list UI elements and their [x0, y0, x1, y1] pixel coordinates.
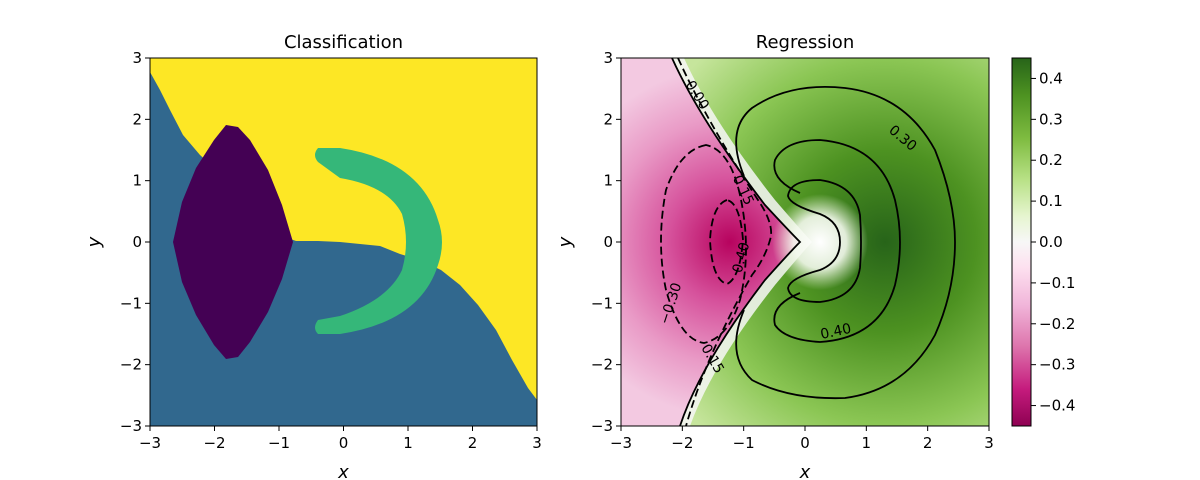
colorbar-tick-label: −0.3 — [1039, 356, 1075, 374]
regression-ylabel: y — [555, 236, 576, 248]
classification-ytick-label: 2 — [132, 110, 142, 128]
colorbar-tick-label: −0.2 — [1039, 315, 1075, 333]
regression-contours — [671, 58, 956, 426]
colorbar: 0.4 0.3 0.2 0.1 0.0 −0.1 −0.2 −0.3 −0.4 — [1011, 57, 1075, 427]
regression-xtick-label: −3 — [610, 434, 632, 452]
colorbar-tick-label: 0.3 — [1039, 110, 1063, 128]
regression-xlabel: x — [799, 462, 811, 480]
regression-panel: Regression 0.000.300.400.150.40−0.3 — [555, 32, 994, 480]
colorbar-ticks: 0.4 0.3 0.2 0.1 0.0 −0.1 −0.2 −0.3 −0.4 — [1031, 69, 1075, 415]
regression-ytick-label: 1 — [603, 172, 613, 190]
contour-label: 0.40 — [730, 240, 754, 274]
regression-center-saddle — [772, 194, 868, 290]
colorbar-tick-label: 0.4 — [1039, 69, 1063, 87]
regression-negative-field — [621, 58, 800, 426]
classification-xtick-label: 3 — [532, 434, 542, 452]
classification-title: Classification — [284, 32, 403, 53]
contour-positive-040 — [773, 139, 901, 343]
regression-xtick-label: 1 — [862, 434, 872, 452]
classification-xlabel: x — [337, 462, 349, 480]
regression-xtick-label: 3 — [984, 434, 994, 452]
regression-ytick-label: −2 — [591, 356, 613, 374]
classification-plot-area — [150, 58, 537, 426]
classification-xtick-label: −2 — [203, 434, 225, 452]
contour-positive-030 — [735, 85, 956, 400]
regression-xtick-label: −1 — [733, 434, 755, 452]
regression-title: Regression — [756, 32, 854, 53]
classification-xtick-label: −1 — [268, 434, 290, 452]
contour-label: 0.40 — [819, 321, 853, 343]
classification-ylabel: y — [84, 236, 105, 248]
regression-xtick-label: 0 — [800, 434, 810, 452]
regression-ytick-label: −3 — [591, 417, 613, 435]
classification-ytick-label: 0 — [132, 233, 142, 251]
contour-negative-015 — [677, 58, 773, 426]
classification-panel: Classification −3 −2 −1 0 1 2 3 −3 −2 −1 0 1 2 3 x y — [84, 32, 542, 480]
class-green-ring-region — [315, 148, 442, 334]
colorbar-tick-label: 0.2 — [1039, 151, 1063, 169]
classification-xtick-label: 0 — [339, 434, 349, 452]
classification-ticks: −3 −2 −1 0 1 2 3 −3 −2 −1 0 1 2 3 — [120, 49, 542, 452]
classification-ytick-label: −2 — [120, 356, 142, 374]
contour-negative-030 — [660, 144, 747, 344]
regression-ytick-label: 2 — [603, 110, 613, 128]
contour-negative-040 — [709, 199, 744, 285]
colorbar-gradient — [1011, 57, 1032, 427]
regression-xtick-label: 2 — [923, 434, 933, 452]
regression-ytick-label: 0 — [603, 233, 613, 251]
classification-ytick-label: 3 — [132, 49, 142, 67]
colorbar-tick-label: 0.1 — [1039, 192, 1063, 210]
contour-zero-line — [671, 58, 802, 426]
class-purple-diamond-region — [173, 125, 293, 359]
regression-xtick-label: −2 — [671, 434, 693, 452]
classification-ytick-label: 1 — [132, 172, 142, 190]
classification-ytick-label: −3 — [120, 417, 142, 435]
classification-xtick-label: 1 — [403, 434, 413, 452]
regression-plot-area: 0.000.300.400.150.40−0.300.15 — [621, 58, 989, 426]
classification-ytick-label: −1 — [120, 294, 142, 312]
classification-xtick-label: −3 — [139, 434, 161, 452]
classification-xtick-label: 2 — [468, 434, 478, 452]
colorbar-tick-label: 0.0 — [1039, 233, 1063, 251]
regression-ytick-label: −1 — [591, 294, 613, 312]
colorbar-tick-label: −0.1 — [1039, 274, 1075, 292]
regression-ytick-label: 3 — [603, 49, 613, 67]
regression-dashed-contours — [660, 58, 773, 426]
contour-positive-015 — [787, 179, 862, 303]
regression-ticks: −3 −2 −1 0 1 2 3 −3 −2 −1 0 1 2 3 — [591, 49, 994, 452]
colorbar-tick-label: −0.4 — [1039, 397, 1075, 415]
